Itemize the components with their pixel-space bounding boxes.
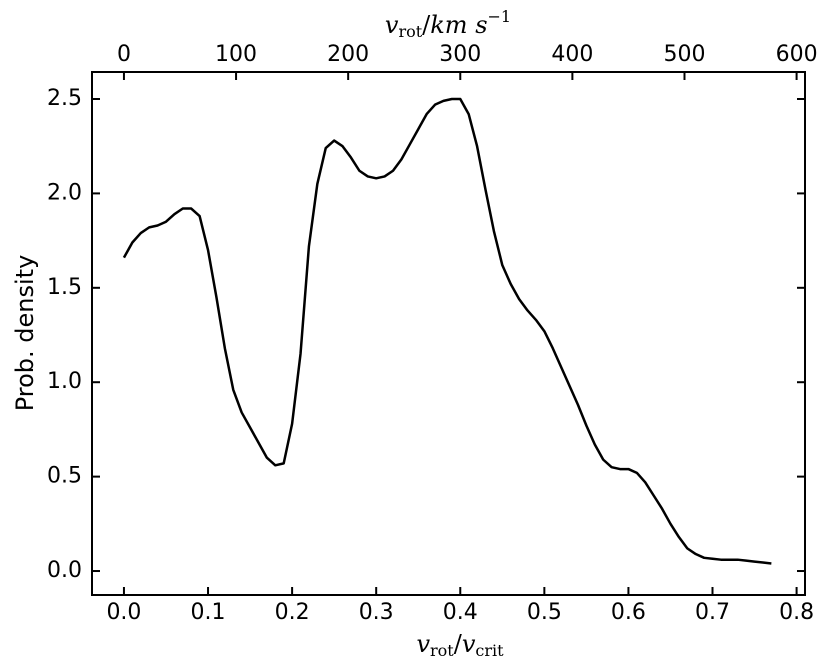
top-x-tick-label: 300 <box>439 42 481 67</box>
x-axis-label: vrot/vcrit <box>416 630 504 660</box>
y-tick-label: 2.0 <box>47 180 82 205</box>
y-axis-label: Prob. density <box>11 255 39 412</box>
y-tick-label: 2.5 <box>47 86 82 111</box>
x-tick-label: 0.8 <box>779 600 814 625</box>
top-axis-label: vrot/km s−1 <box>385 7 511 41</box>
plot-frame <box>91 71 806 596</box>
top-x-tick-label: 0 <box>117 42 131 67</box>
label-part: rot <box>430 641 454 660</box>
x-tick-label: 0.0 <box>106 600 141 625</box>
x-tick-label: 0.3 <box>359 600 394 625</box>
x-tick-label: 0.4 <box>443 600 478 625</box>
top-x-tick-label: 100 <box>215 42 257 67</box>
x-tick-label: 0.2 <box>275 600 310 625</box>
data-line <box>122 97 772 565</box>
y-tick-label: 0.0 <box>47 558 82 583</box>
label-part: −1 <box>488 7 512 26</box>
label-part: v <box>385 11 399 39</box>
top-x-tick-label: 200 <box>327 42 369 67</box>
top-x-tick-label: 600 <box>776 42 818 67</box>
top-x-tick-label: 400 <box>551 42 593 67</box>
y-tick-label: 0.5 <box>47 464 82 489</box>
label-part: v <box>462 630 476 658</box>
x-tick-label: 0.7 <box>695 600 730 625</box>
x-tick-label: 0.1 <box>191 600 226 625</box>
label-part: km s <box>430 11 487 39</box>
y-tick-label: 1.0 <box>47 369 82 394</box>
top-x-tick-label: 500 <box>663 42 705 67</box>
y-tick-label: 1.5 <box>47 275 82 300</box>
label-part: / <box>422 11 431 39</box>
x-tick-label: 0.6 <box>611 600 646 625</box>
label-part: crit <box>475 641 504 660</box>
x-tick-label: 0.5 <box>527 600 562 625</box>
label-part: v <box>416 630 430 658</box>
label-part: rot <box>398 22 422 41</box>
label-part: / <box>454 630 463 658</box>
